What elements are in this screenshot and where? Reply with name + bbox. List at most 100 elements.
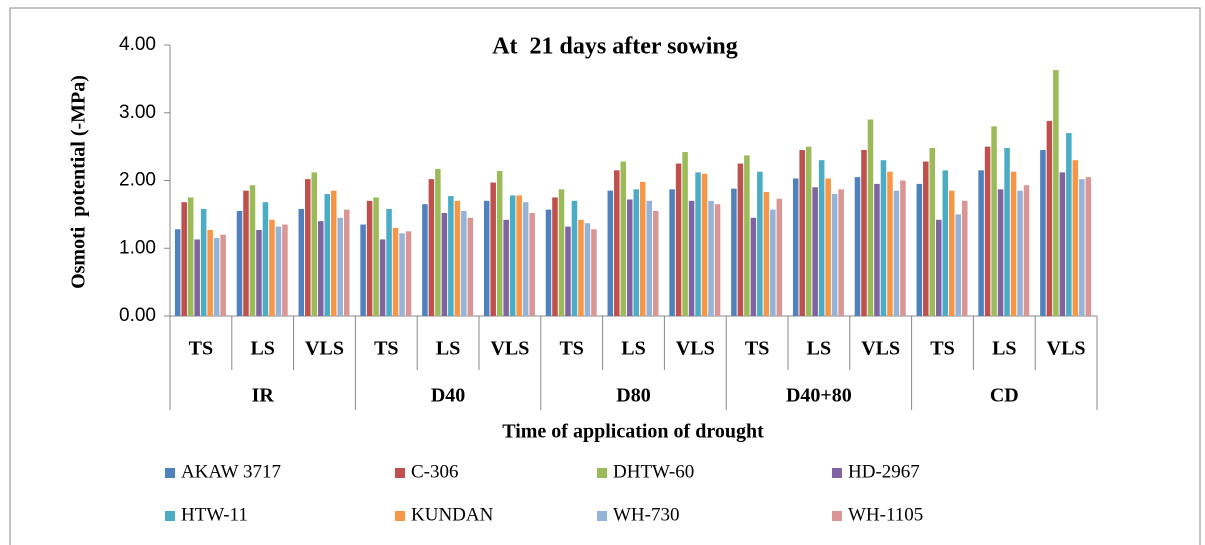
bar [961,200,968,316]
group-label: D40 [431,385,465,407]
bar [887,171,893,316]
y-tick-label: 3.00 [119,102,156,123]
legend-label: WH-1105 [848,504,923,525]
bar [392,227,399,316]
bar [1040,150,1046,316]
bar [441,213,448,316]
legend-label: DHTW-60 [613,461,694,482]
bar [578,219,584,316]
chart-title: At 21 days after sowing [492,34,738,60]
bar [1010,171,1017,316]
bar [360,224,366,316]
bar [330,190,337,316]
legend-swatch [597,511,607,521]
legend-label: HTW-11 [181,504,248,525]
bar [200,208,207,316]
x-tick-label: VLS [1047,338,1086,360]
legend-swatch [165,511,175,521]
bar [522,202,529,316]
bar [923,161,929,316]
bar [503,219,509,316]
bar [744,155,750,316]
bar [669,189,675,316]
bar [955,214,961,316]
chart-border [9,7,1201,545]
bar [818,160,825,316]
bar [318,221,324,316]
bar [688,200,695,316]
bar [900,180,906,316]
bar [861,150,867,316]
x-tick-label: VLS [861,338,900,360]
bar [298,208,305,316]
bar [1066,133,1072,316]
x-tick-label: TS [559,338,583,360]
bar [750,217,757,316]
bar [379,239,386,316]
x-tick-label: TS [745,338,769,360]
x-tick-label: VLS [490,338,529,360]
bar [545,209,552,316]
bar [174,229,181,316]
bar [770,209,776,316]
bar [633,189,640,316]
legend-label: C-306 [411,461,459,482]
bar [812,187,818,316]
bar [831,194,838,316]
bar [584,223,591,316]
bar [757,171,763,316]
bar [936,219,942,316]
bar [454,200,461,316]
bar [867,119,874,317]
bar [825,178,831,316]
bar [776,198,783,316]
bar [695,172,701,316]
bar [220,234,226,316]
bar [256,229,262,316]
bar [509,195,516,316]
bar [552,197,558,316]
legend-swatch [395,468,405,478]
x-tick-label: LS [992,338,1016,360]
bar [763,192,770,316]
bar [516,195,522,316]
bar [978,170,984,316]
bar [1004,147,1010,316]
bar [614,170,620,316]
x-tick-label: TS [374,338,398,360]
bar [529,213,535,316]
legend-label: HD-2967 [848,461,920,482]
legend-label: KUNDAN [411,504,494,525]
bar [620,161,627,316]
group-label: IR [252,385,275,407]
bar [737,163,744,316]
x-tick-label: TS [930,338,954,360]
bar [1046,120,1053,316]
legend-swatch [165,468,175,478]
bar [646,200,652,316]
bar [1053,70,1059,316]
y-tick-label: 1.00 [119,237,156,258]
bar [639,181,646,316]
bar [1023,185,1030,316]
y-tick-label: 0.00 [119,305,156,326]
bar [571,200,578,316]
bar [948,190,955,316]
bar [984,146,991,316]
bar [422,204,428,316]
bar [1072,160,1079,316]
bar [1079,179,1085,316]
bar [399,233,405,316]
legend-label: AKAW 3717 [181,461,281,482]
bar [249,185,256,316]
y-tick-label: 2.00 [119,170,156,191]
bar [490,182,496,316]
bar [324,194,331,316]
bar [708,200,714,316]
bar [343,209,350,316]
x-tick-label: LS [250,338,274,360]
bar [483,200,490,316]
bar [991,126,997,316]
legend-label: WH-730 [613,504,679,525]
